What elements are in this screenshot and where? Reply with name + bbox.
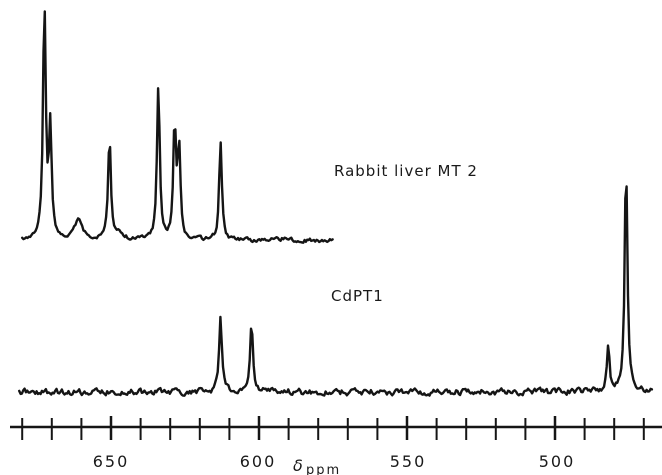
series-label-rabbit-liver-mt2: Rabbit liver MT 2 — [334, 162, 478, 180]
x-tick-label-600: 600 — [240, 452, 277, 471]
x-axis-label-delta: δ — [293, 456, 303, 475]
x-axis-label-unit: ppm — [306, 463, 341, 475]
spectrum-traces — [18, 10, 654, 397]
x-tick-label-550: 550 — [390, 452, 427, 471]
spectrum-trace-rabbit-liver-mt2 — [21, 10, 334, 244]
x-tick-label-650: 650 — [93, 452, 130, 471]
x-axis-ticks — [21, 416, 645, 440]
series-label-cdpt1: CdPT1 — [331, 287, 384, 305]
x-axis: 650 600 550 500 δ ppm — [10, 416, 662, 475]
spectrum-trace-cdpt1 — [18, 185, 654, 397]
x-tick-label-500: 500 — [539, 452, 576, 471]
x-axis-tick-labels: 650 600 550 500 — [93, 452, 576, 471]
